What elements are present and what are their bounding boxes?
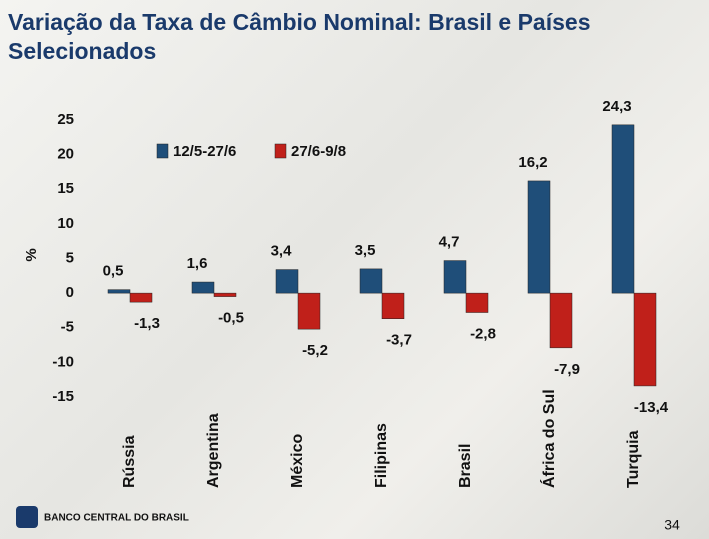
value-label: -0,5	[218, 310, 244, 327]
x-tick-label: África do Sul	[539, 389, 558, 488]
x-tick-label: Brasil	[457, 444, 474, 488]
value-label: -2,8	[470, 325, 496, 342]
value-label: -5,2	[302, 342, 328, 359]
bar	[465, 292, 489, 313]
bar	[527, 180, 551, 294]
bar	[633, 292, 657, 387]
y-tick-label: 25	[57, 111, 74, 128]
x-tick-label: Filipinas	[373, 423, 390, 488]
value-label: -1,3	[134, 315, 160, 332]
legend-swatch	[274, 143, 287, 159]
value-label: 0,5	[103, 263, 124, 280]
bar	[549, 292, 573, 349]
y-tick-label: 15	[57, 180, 74, 197]
y-tick-label: -10	[52, 353, 74, 370]
value-label: 24,3	[602, 98, 631, 115]
footer-bank: BANCO CENTRAL DO BRASIL	[44, 513, 189, 524]
bar	[275, 269, 299, 294]
bar	[213, 292, 237, 297]
bar	[359, 268, 383, 294]
legend-label: 12/5-27/6	[173, 143, 236, 160]
value-label: 3,4	[271, 243, 293, 260]
value-label: -13,4	[634, 399, 669, 416]
value-label: 1,6	[187, 255, 208, 272]
value-label: 3,5	[355, 242, 376, 259]
x-tick-label: México	[289, 434, 306, 488]
value-label: 4,7	[439, 234, 460, 251]
bar	[191, 281, 215, 294]
y-tick-label: 5	[66, 249, 74, 266]
x-tick-label: Argentina	[205, 413, 222, 488]
y-tick-label: 0	[66, 284, 74, 301]
y-tick-label: 10	[57, 215, 74, 232]
legend-label: 27/6-9/8	[291, 143, 346, 160]
bar	[611, 124, 635, 294]
y-tick-label: -5	[61, 319, 74, 336]
x-tick-label: Rússia	[121, 435, 138, 488]
y-tick-label: -15	[52, 388, 74, 405]
bar	[381, 292, 405, 319]
logo	[16, 506, 38, 528]
bar	[129, 292, 153, 303]
page-number: 34	[664, 517, 680, 533]
value-label: 16,2	[518, 154, 547, 171]
bar	[107, 289, 131, 294]
bar	[297, 292, 321, 330]
bar	[443, 260, 467, 294]
x-tick-label: Turquia	[625, 430, 642, 488]
value-label: -3,7	[386, 332, 412, 349]
y-axis-label: %	[23, 248, 40, 261]
legend-swatch	[156, 143, 169, 159]
value-label: -7,9	[554, 361, 580, 378]
y-tick-label: 20	[57, 146, 74, 163]
chart-title: Variação da Taxa de Câmbio Nominal: Bras…	[8, 9, 591, 64]
